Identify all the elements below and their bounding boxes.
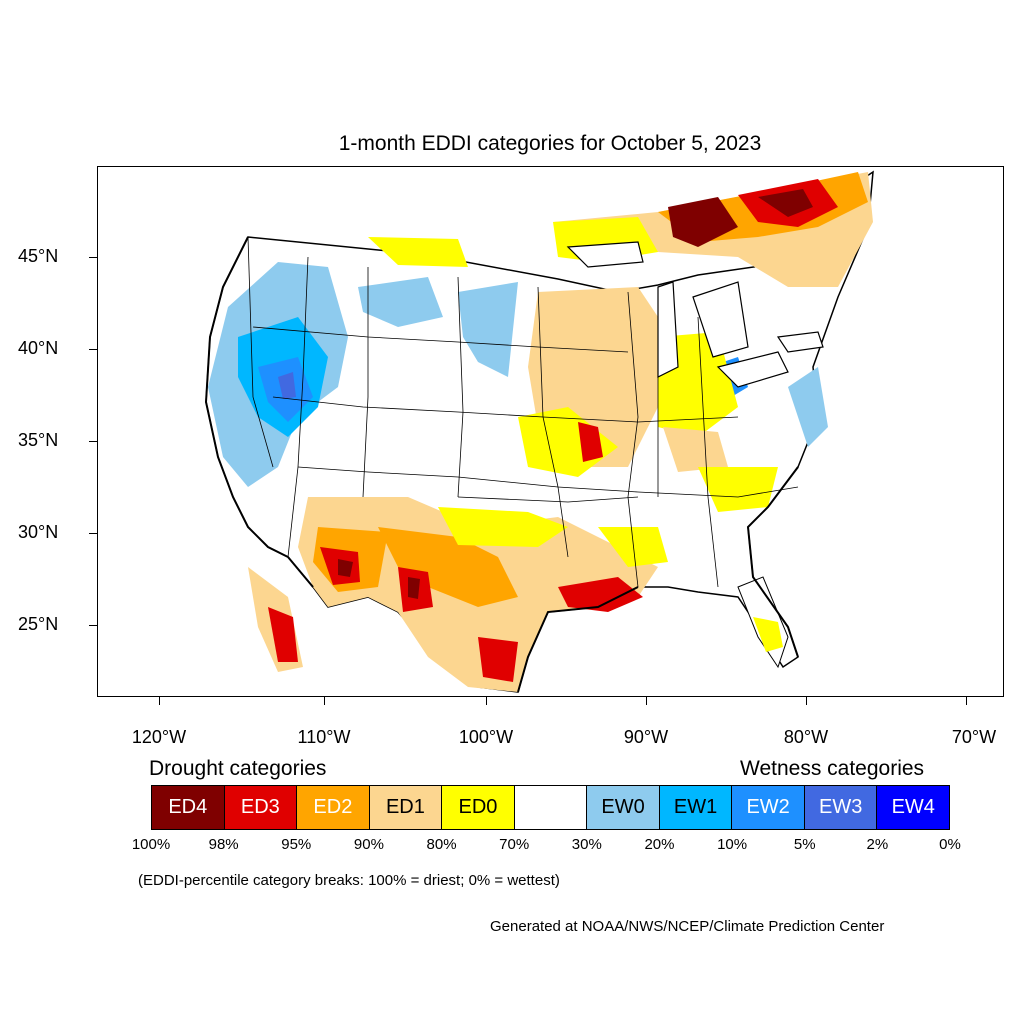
break-label: 70% [499,836,530,853]
legend-cell-neutral [514,786,588,829]
lat-tick [89,441,97,442]
legend-cell-ed4: ED4 [152,786,225,829]
break-label: 20% [644,836,675,853]
legend-note: (EDDI-percentile category breaks: 100% =… [138,872,560,889]
lat-label-40: 40°N [18,338,59,358]
eddi-map [204,170,874,693]
lon-label-100w: 100°W [458,727,514,747]
lat-tick [89,257,97,258]
lat-label-25: 25°N [18,614,59,634]
legend-cell-ed3: ED3 [224,786,298,829]
legend-cell-ew3: EW3 [804,786,878,829]
legend-cell-ew2: EW2 [732,786,805,829]
legend-cell-ew0: EW0 [587,786,660,829]
lon-tick [806,697,807,705]
state-boundaries [247,236,799,588]
legend-cell-ew4: EW4 [877,786,950,829]
credit-line: Generated at NOAA/NWS/NCEP/Climate Predi… [490,918,885,935]
map-panel [97,166,1004,697]
break-label: 80% [426,836,457,853]
legend-cell-ew1: EW1 [659,786,733,829]
lon-label-90w: 90°W [623,727,669,747]
break-label: 10% [717,836,748,853]
lon-tick [486,697,487,705]
map-title: 1-month EDDI categories for October 5, 2… [338,132,762,155]
break-label: 95% [281,836,312,853]
category-legend: ED4 ED3 ED2 ED1 ED0 EW0 EW1 EW2 EW3 EW4 [151,785,950,830]
legend-cell-ed0: ED0 [442,786,515,829]
break-label: 100% [131,836,171,853]
lon-label-110w: 110°W [297,727,351,747]
lat-label-35: 35°N [18,430,59,450]
lon-label-80w: 80°W [783,727,829,747]
drought-categories-heading: Drought categories [149,757,327,780]
break-label: 2% [866,836,889,853]
lat-tick [89,349,97,350]
lat-label-45: 45°N [18,246,59,266]
lon-tick [646,697,647,705]
great-lakes [566,241,824,388]
lat-tick [89,533,97,534]
lon-tick [159,697,160,705]
lon-tick [966,697,967,705]
break-label: 5% [793,836,816,853]
wetness-categories-heading: Wetness categories [740,757,925,780]
break-label: 90% [353,836,384,853]
lat-tick [89,625,97,626]
lat-label-30: 30°N [18,522,59,542]
lon-label-70w: 70°W [951,727,997,747]
legend-cell-ed1: ED1 [369,786,443,829]
break-label: 0% [939,836,961,853]
lon-label-120w: 120°W [131,727,187,747]
break-label: 30% [571,836,602,853]
break-label: 98% [208,836,239,853]
lon-tick [324,697,325,705]
legend-cell-ed2: ED2 [297,786,370,829]
